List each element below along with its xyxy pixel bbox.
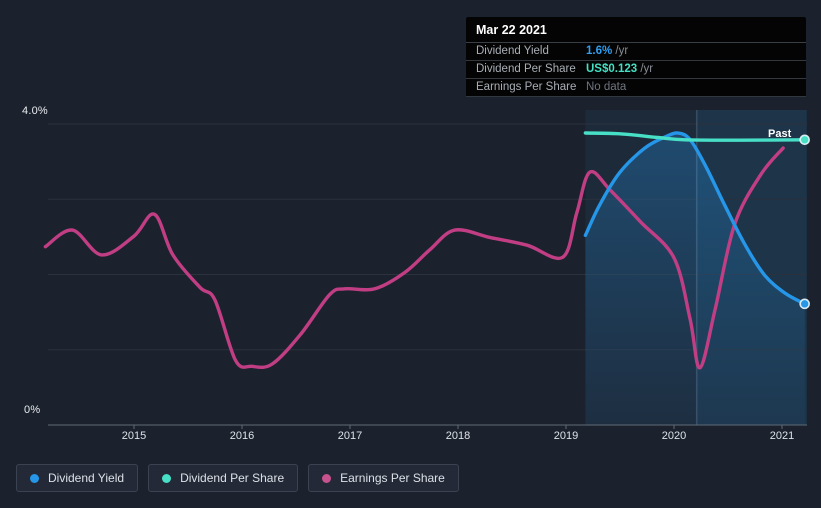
tooltip-date: Mar 22 2021	[466, 17, 806, 43]
tooltip-row-dividend-yield: Dividend Yield 1.6% /yr	[466, 43, 806, 61]
dividend-yield-area	[585, 132, 805, 425]
chart-legend: Dividend Yield Dividend Per Share Earnin…	[16, 464, 459, 492]
tooltip-label: Dividend Per Share	[476, 63, 576, 75]
legend-item-dividend-yield[interactable]: Dividend Yield	[16, 464, 139, 492]
x-axis-label-2020: 2020	[661, 430, 687, 442]
dividend-per-share-line	[583, 131, 807, 142]
past-region-label: Past	[768, 128, 792, 140]
tooltip-value: US$0.123 /yr	[586, 63, 654, 75]
tooltip-value: No data	[586, 81, 627, 93]
legend-label: Dividend Per Share	[180, 471, 285, 485]
tooltip-label: Earnings Per Share	[476, 81, 577, 93]
dividend-yield-dot-icon	[30, 473, 39, 483]
dividend-yield-end-dot	[799, 298, 810, 310]
x-axis-label-2019: 2019	[553, 430, 579, 442]
tooltip-label: Dividend Yield	[476, 45, 549, 57]
dividend-per-share-dot-icon	[162, 473, 172, 483]
earnings-per-share-line	[43, 146, 785, 370]
x-axis-label-2018: 2018	[445, 430, 471, 442]
x-axis-label-2016: 2016	[229, 430, 255, 442]
legend-item-dividend-per-share[interactable]: Dividend Per Share	[148, 464, 299, 492]
dividend-per-share-end-dot	[799, 134, 810, 146]
legend-label: Earnings Per Share	[340, 471, 445, 485]
tooltip-row-earnings-per-share: Earnings Per Share No data	[466, 79, 806, 97]
tooltip-value: 1.6% /yr	[586, 45, 629, 57]
x-axis-label-2015: 2015	[121, 430, 147, 442]
legend-label: Dividend Yield	[48, 471, 125, 485]
earnings-per-share-dot-icon	[322, 473, 332, 483]
x-axis-label-2021: 2021	[769, 430, 795, 442]
y-axis-label-min: 0%	[24, 404, 41, 416]
legend-item-earnings-per-share[interactable]: Earnings Per Share	[308, 464, 459, 492]
y-axis-label-max: 4.0%	[22, 105, 48, 117]
chart-tooltip: Mar 22 2021 Dividend Yield 1.6% /yr Divi…	[466, 17, 806, 97]
x-axis-label-2017: 2017	[337, 430, 363, 442]
tooltip-row-dividend-per-share: Dividend Per Share US$0.123 /yr	[466, 61, 806, 79]
